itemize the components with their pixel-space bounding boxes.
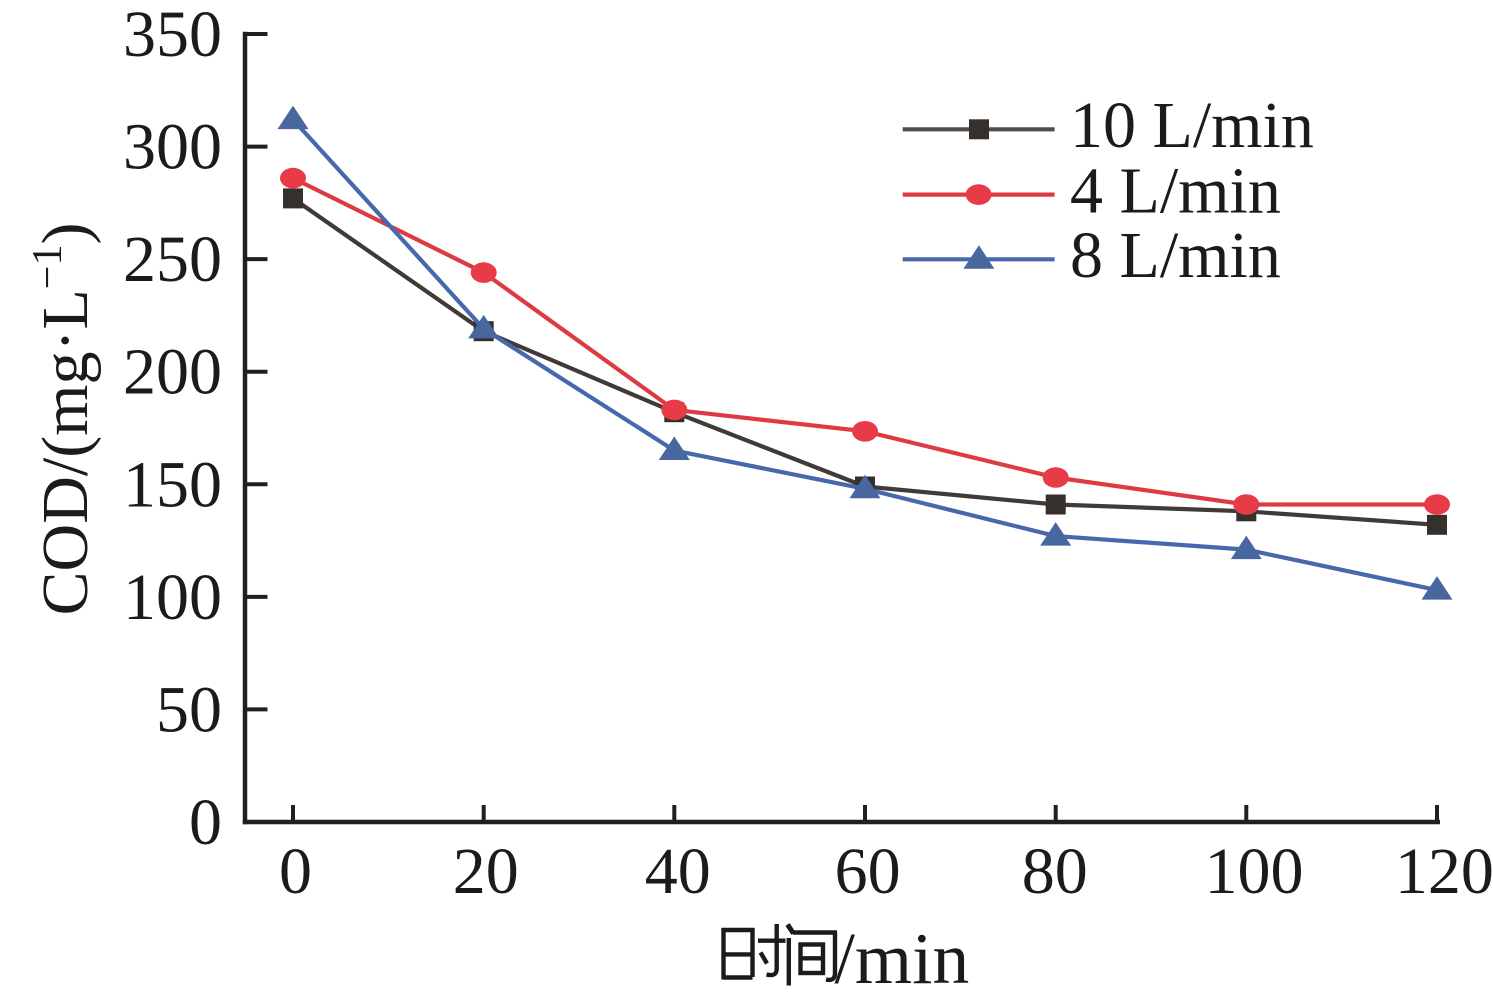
svg-text:40: 40 <box>645 835 711 908</box>
svg-text:50: 50 <box>156 673 222 746</box>
svg-text:20: 20 <box>453 835 519 908</box>
svg-text:250: 250 <box>123 223 222 296</box>
svg-text:0: 0 <box>189 786 222 859</box>
svg-text:100: 100 <box>123 561 222 634</box>
svg-text:0: 0 <box>279 835 312 908</box>
svg-text:120: 120 <box>1395 835 1493 908</box>
svg-text:/min: /min <box>835 918 970 998</box>
svg-text:60: 60 <box>835 835 901 908</box>
svg-text:4 L/min: 4 L/min <box>1070 154 1281 227</box>
svg-text:150: 150 <box>123 448 222 521</box>
svg-text:200: 200 <box>123 336 222 409</box>
svg-text:100: 100 <box>1205 835 1304 908</box>
svg-text:80: 80 <box>1022 835 1088 908</box>
svg-text:8 L/min: 8 L/min <box>1070 219 1281 292</box>
svg-text:300: 300 <box>123 111 222 184</box>
svg-text:10 L/min: 10 L/min <box>1070 89 1314 162</box>
svg-text:350: 350 <box>123 0 222 71</box>
